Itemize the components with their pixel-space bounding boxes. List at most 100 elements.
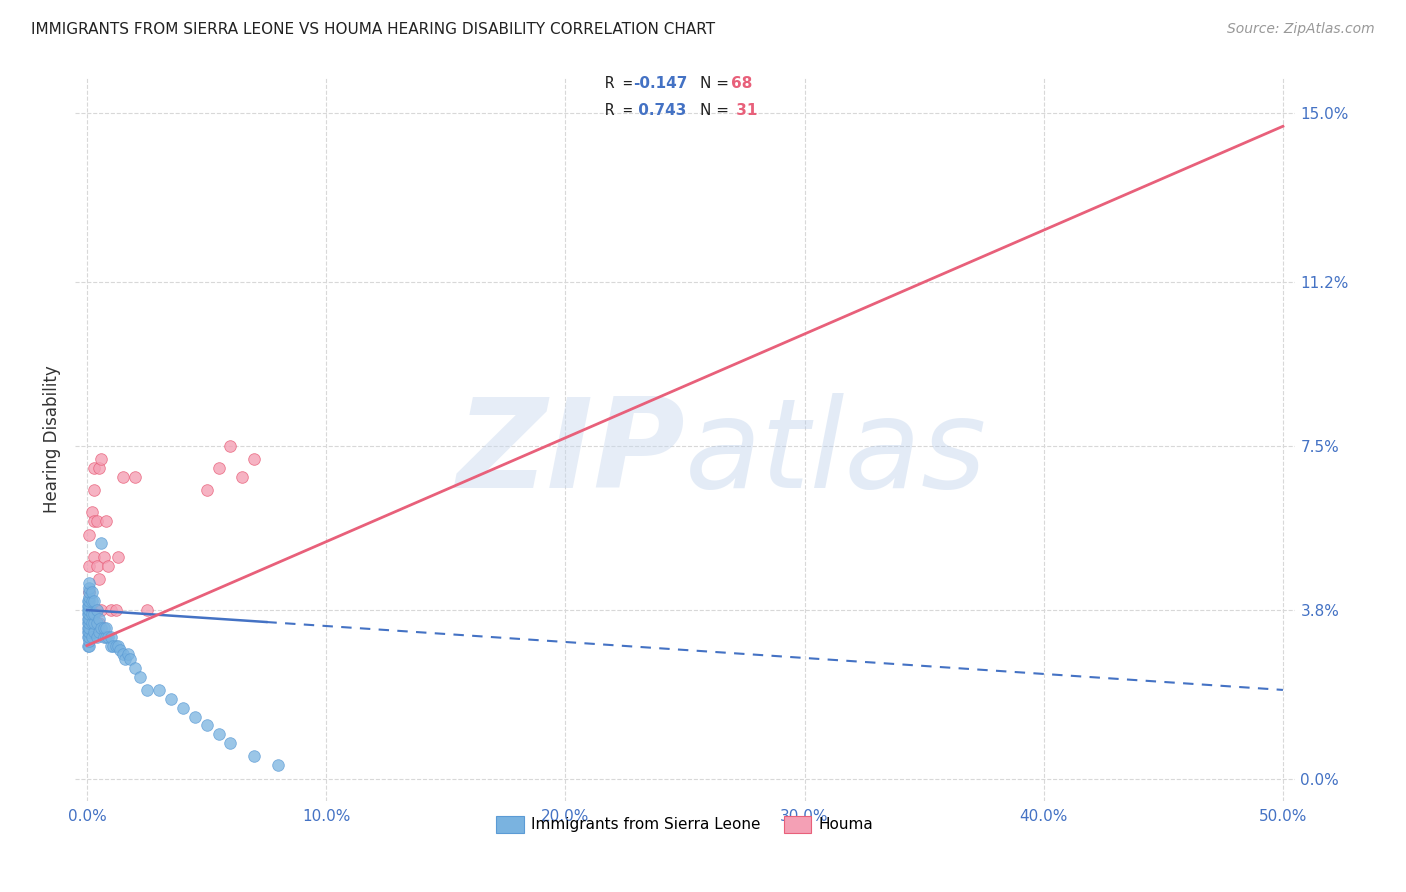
Point bbox=[87, 616, 110, 631]
Point bbox=[79, 527, 101, 541]
Point bbox=[83, 625, 105, 640]
Point bbox=[93, 549, 115, 564]
Point bbox=[79, 639, 101, 653]
Point bbox=[80, 594, 103, 608]
Point bbox=[114, 652, 136, 666]
Y-axis label: Hearing Disability: Hearing Disability bbox=[44, 366, 60, 513]
Point bbox=[195, 718, 218, 732]
Point bbox=[79, 616, 101, 631]
Point bbox=[90, 621, 112, 635]
Text: N =: N = bbox=[700, 77, 734, 91]
Point bbox=[80, 603, 103, 617]
Point bbox=[111, 470, 134, 484]
Point bbox=[104, 603, 127, 617]
Point bbox=[107, 549, 129, 564]
Point bbox=[118, 652, 141, 666]
Text: 31: 31 bbox=[731, 103, 758, 118]
Point bbox=[90, 536, 112, 550]
Point bbox=[79, 634, 101, 648]
Point bbox=[80, 585, 103, 599]
Point bbox=[87, 461, 110, 475]
Point bbox=[124, 661, 146, 675]
Point bbox=[195, 483, 218, 498]
Point bbox=[80, 630, 103, 644]
Point bbox=[104, 639, 127, 653]
Point bbox=[77, 603, 100, 617]
Point bbox=[87, 572, 110, 586]
Point bbox=[86, 514, 108, 528]
Text: IMMIGRANTS FROM SIERRA LEONE VS HOUMA HEARING DISABILITY CORRELATION CHART: IMMIGRANTS FROM SIERRA LEONE VS HOUMA HE… bbox=[31, 22, 716, 37]
Point bbox=[83, 549, 105, 564]
Point bbox=[77, 616, 100, 631]
Point bbox=[103, 639, 125, 653]
Point bbox=[183, 709, 205, 723]
Point bbox=[100, 639, 122, 653]
Text: N =: N = bbox=[700, 103, 734, 118]
Point bbox=[79, 594, 101, 608]
Point bbox=[94, 630, 117, 644]
Point bbox=[135, 603, 157, 617]
Point bbox=[243, 749, 266, 764]
Point bbox=[83, 594, 105, 608]
Point bbox=[94, 621, 117, 635]
Point bbox=[148, 682, 170, 697]
Point bbox=[90, 603, 112, 617]
Text: 0.743: 0.743 bbox=[633, 103, 686, 118]
Text: R =: R = bbox=[605, 77, 641, 91]
Point bbox=[207, 461, 229, 475]
Point bbox=[86, 603, 108, 617]
Point bbox=[86, 603, 108, 617]
Point bbox=[86, 616, 108, 631]
Text: 68: 68 bbox=[731, 77, 752, 91]
Point bbox=[79, 603, 101, 617]
Point bbox=[128, 670, 150, 684]
Point bbox=[77, 621, 100, 635]
Point bbox=[79, 621, 101, 635]
Point bbox=[79, 558, 101, 573]
Point bbox=[77, 625, 100, 640]
Text: ZIP: ZIP bbox=[456, 393, 685, 514]
Point bbox=[124, 470, 146, 484]
Text: Source: ZipAtlas.com: Source: ZipAtlas.com bbox=[1227, 22, 1375, 37]
Point bbox=[117, 648, 139, 662]
Point bbox=[83, 616, 105, 631]
Point bbox=[135, 682, 157, 697]
Point bbox=[79, 607, 101, 622]
Point bbox=[207, 727, 229, 741]
Point bbox=[93, 630, 115, 644]
Point bbox=[110, 643, 132, 657]
Point bbox=[79, 590, 101, 604]
Point bbox=[231, 470, 253, 484]
Point bbox=[243, 452, 266, 467]
Point bbox=[87, 625, 110, 640]
Point bbox=[83, 461, 105, 475]
Point bbox=[87, 612, 110, 626]
Point bbox=[97, 558, 120, 573]
Text: R =: R = bbox=[605, 103, 641, 118]
Point bbox=[90, 452, 112, 467]
Point bbox=[79, 576, 101, 591]
Point bbox=[97, 630, 120, 644]
Point bbox=[79, 599, 101, 613]
Point bbox=[219, 736, 242, 750]
Point bbox=[83, 514, 105, 528]
Point bbox=[77, 607, 100, 622]
Point bbox=[79, 625, 101, 640]
Point bbox=[159, 691, 181, 706]
Legend: Immigrants from Sierra Leone, Houma: Immigrants from Sierra Leone, Houma bbox=[485, 805, 884, 844]
Point bbox=[172, 700, 194, 714]
Point bbox=[111, 648, 134, 662]
Point bbox=[80, 616, 103, 631]
Point bbox=[93, 621, 115, 635]
Point bbox=[79, 585, 101, 599]
Point bbox=[77, 612, 100, 626]
Text: -0.147: -0.147 bbox=[633, 77, 688, 91]
Point bbox=[267, 758, 290, 772]
Point bbox=[77, 630, 100, 644]
Point bbox=[100, 603, 122, 617]
Point bbox=[80, 505, 103, 519]
Point bbox=[83, 607, 105, 622]
Point bbox=[79, 630, 101, 644]
Point bbox=[83, 483, 105, 498]
Point bbox=[79, 585, 101, 599]
